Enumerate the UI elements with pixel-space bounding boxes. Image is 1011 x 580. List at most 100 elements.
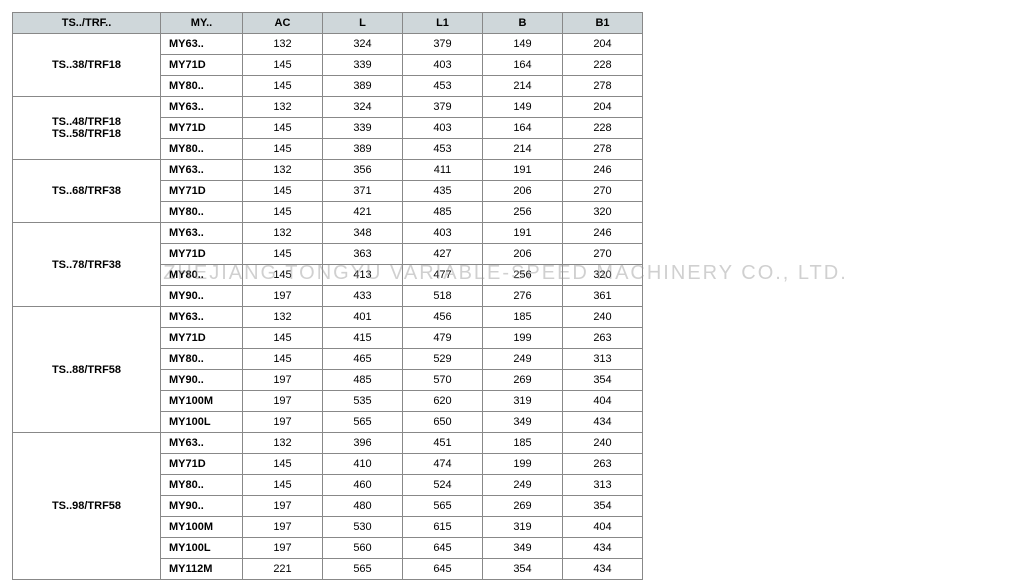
l-cell: 565 bbox=[323, 412, 403, 433]
b-cell: 149 bbox=[483, 97, 563, 118]
col-ac: AC bbox=[243, 13, 323, 34]
ac-cell: 132 bbox=[243, 307, 323, 328]
b1-cell: 434 bbox=[563, 559, 643, 580]
l-cell: 324 bbox=[323, 34, 403, 55]
b-cell: 206 bbox=[483, 244, 563, 265]
my-cell: MY71D bbox=[161, 118, 243, 139]
b-cell: 276 bbox=[483, 286, 563, 307]
my-cell: MY90.. bbox=[161, 286, 243, 307]
b1-cell: 240 bbox=[563, 433, 643, 454]
table-row: TS..88/TRF58MY63..132401456185240 bbox=[13, 307, 643, 328]
l1-cell: 479 bbox=[403, 328, 483, 349]
col-b: B bbox=[483, 13, 563, 34]
l1-cell: 474 bbox=[403, 454, 483, 475]
l1-cell: 650 bbox=[403, 412, 483, 433]
my-cell: MY71D bbox=[161, 181, 243, 202]
l1-cell: 451 bbox=[403, 433, 483, 454]
b-cell: 354 bbox=[483, 559, 563, 580]
b-cell: 319 bbox=[483, 391, 563, 412]
my-cell: MY63.. bbox=[161, 223, 243, 244]
l1-cell: 529 bbox=[403, 349, 483, 370]
ac-cell: 145 bbox=[243, 244, 323, 265]
l-cell: 560 bbox=[323, 538, 403, 559]
l1-cell: 379 bbox=[403, 34, 483, 55]
my-cell: MY63.. bbox=[161, 34, 243, 55]
b1-cell: 263 bbox=[563, 328, 643, 349]
l1-cell: 403 bbox=[403, 118, 483, 139]
b-cell: 269 bbox=[483, 370, 563, 391]
b-cell: 199 bbox=[483, 454, 563, 475]
b-cell: 164 bbox=[483, 118, 563, 139]
b1-cell: 320 bbox=[563, 265, 643, 286]
l-cell: 433 bbox=[323, 286, 403, 307]
l1-cell: 411 bbox=[403, 160, 483, 181]
l-cell: 410 bbox=[323, 454, 403, 475]
b-cell: 256 bbox=[483, 265, 563, 286]
l-cell: 413 bbox=[323, 265, 403, 286]
ac-cell: 197 bbox=[243, 496, 323, 517]
l-cell: 421 bbox=[323, 202, 403, 223]
col-my: MY.. bbox=[161, 13, 243, 34]
l-cell: 480 bbox=[323, 496, 403, 517]
b-cell: 349 bbox=[483, 538, 563, 559]
my-cell: MY71D bbox=[161, 55, 243, 76]
l-cell: 401 bbox=[323, 307, 403, 328]
spec-table: TS../TRF.. MY.. AC L L1 B B1 TS..38/TRF1… bbox=[12, 12, 643, 580]
ac-cell: 132 bbox=[243, 34, 323, 55]
b1-cell: 228 bbox=[563, 55, 643, 76]
l1-cell: 524 bbox=[403, 475, 483, 496]
ts-group-cell: TS..88/TRF58 bbox=[13, 307, 161, 433]
l1-cell: 403 bbox=[403, 223, 483, 244]
l1-cell: 620 bbox=[403, 391, 483, 412]
my-cell: MY100M bbox=[161, 391, 243, 412]
ac-cell: 145 bbox=[243, 139, 323, 160]
b-cell: 149 bbox=[483, 34, 563, 55]
b1-cell: 240 bbox=[563, 307, 643, 328]
my-cell: MY80.. bbox=[161, 349, 243, 370]
l-cell: 485 bbox=[323, 370, 403, 391]
l-cell: 565 bbox=[323, 559, 403, 580]
l-cell: 465 bbox=[323, 349, 403, 370]
ts-group-cell: TS..68/TRF38 bbox=[13, 160, 161, 223]
b-cell: 349 bbox=[483, 412, 563, 433]
my-cell: MY63.. bbox=[161, 97, 243, 118]
ac-cell: 132 bbox=[243, 223, 323, 244]
l-cell: 530 bbox=[323, 517, 403, 538]
l-cell: 339 bbox=[323, 55, 403, 76]
l-cell: 339 bbox=[323, 118, 403, 139]
l1-cell: 518 bbox=[403, 286, 483, 307]
ac-cell: 145 bbox=[243, 265, 323, 286]
l1-cell: 456 bbox=[403, 307, 483, 328]
ac-cell: 197 bbox=[243, 412, 323, 433]
ts-group-cell: TS..98/TRF58 bbox=[13, 433, 161, 580]
ac-cell: 197 bbox=[243, 391, 323, 412]
l-cell: 535 bbox=[323, 391, 403, 412]
b1-cell: 434 bbox=[563, 538, 643, 559]
b1-cell: 404 bbox=[563, 391, 643, 412]
l1-cell: 565 bbox=[403, 496, 483, 517]
b1-cell: 313 bbox=[563, 475, 643, 496]
my-cell: MY100M bbox=[161, 517, 243, 538]
table-row: TS..78/TRF38MY63..132348403191246 bbox=[13, 223, 643, 244]
col-b1: B1 bbox=[563, 13, 643, 34]
b-cell: 256 bbox=[483, 202, 563, 223]
ac-cell: 145 bbox=[243, 328, 323, 349]
b-cell: 164 bbox=[483, 55, 563, 76]
l-cell: 371 bbox=[323, 181, 403, 202]
b1-cell: 246 bbox=[563, 160, 643, 181]
l-cell: 389 bbox=[323, 139, 403, 160]
my-cell: MY90.. bbox=[161, 496, 243, 517]
ac-cell: 145 bbox=[243, 454, 323, 475]
my-cell: MY63.. bbox=[161, 160, 243, 181]
l1-cell: 570 bbox=[403, 370, 483, 391]
ac-cell: 197 bbox=[243, 517, 323, 538]
my-cell: MY80.. bbox=[161, 265, 243, 286]
l1-cell: 645 bbox=[403, 538, 483, 559]
b-cell: 249 bbox=[483, 475, 563, 496]
b1-cell: 320 bbox=[563, 202, 643, 223]
table-row: TS..68/TRF38MY63..132356411191246 bbox=[13, 160, 643, 181]
l-cell: 415 bbox=[323, 328, 403, 349]
b-cell: 185 bbox=[483, 307, 563, 328]
my-cell: MY100L bbox=[161, 538, 243, 559]
ts-group-cell: TS..48/TRF18TS..58/TRF18 bbox=[13, 97, 161, 160]
